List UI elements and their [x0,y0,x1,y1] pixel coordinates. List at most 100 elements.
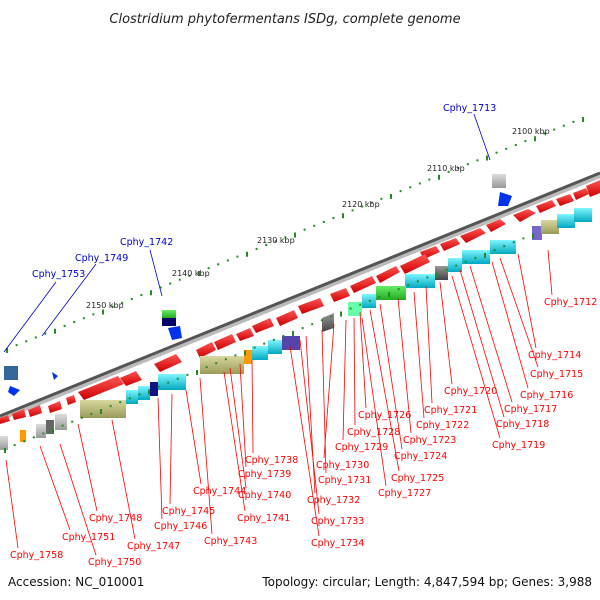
gene-label-cphy-1718[interactable]: Cphy_1718 [496,419,549,430]
scale-tick [303,228,306,231]
gene-label-cphy-1730[interactable]: Cphy_1730 [316,460,369,471]
gene-label-cphy-1729[interactable]: Cphy_1729 [335,442,388,453]
gene-label-cphy-1726[interactable]: Cphy_1726 [358,410,411,421]
gene-label-cphy-1733[interactable]: Cphy_1733 [311,516,364,527]
gene-label-cphy-1740[interactable]: Cphy_1740 [238,490,291,501]
tick-label-2130: 2130 kbp [257,236,295,245]
gene-label-cphy-1746[interactable]: Cphy_1746 [154,521,207,532]
gene-arrow [236,328,254,341]
scale-tick [102,309,104,315]
leader-line [469,265,513,403]
inner-tick [455,264,458,267]
scale-tick [553,128,556,131]
inner-tick [503,245,506,248]
leader-line [459,269,505,418]
tick-label-2150: 2150 kbp [86,301,124,310]
scale-tick [572,120,575,123]
gene-arrow [12,409,26,420]
leader-line [379,303,403,450]
gene-label-cphy-1749[interactable]: Cphy_1749 [75,253,128,264]
scale-tick [361,205,364,208]
gene-label-cphy-1744[interactable]: Cphy_1744 [193,486,246,497]
gene-label-cphy-1745[interactable]: Cphy_1745 [162,506,215,517]
leader-line [547,249,553,296]
gene-label-cphy-1714[interactable]: Cphy_1714 [528,350,581,361]
gene-label-cphy-1720[interactable]: Cphy_1720 [444,386,497,397]
gene-label-cphy-1743[interactable]: Cphy_1743 [204,536,257,547]
gene-label-cphy-1732[interactable]: Cphy_1732 [307,495,360,506]
leader-line [451,275,501,439]
scale-tick [140,294,143,297]
scale-tick [351,209,354,212]
gene-label-cphy-1747[interactable]: Cphy_1747 [127,541,180,552]
gene-arrow [0,415,10,424]
inner-tick [196,370,198,375]
leader-line [5,459,19,549]
scale-tick [226,259,229,262]
leader-line [413,291,425,419]
gene-label-cphy-1715[interactable]: Cphy_1715 [530,369,583,380]
scale-tick [313,224,316,227]
genome-backbone [0,171,600,421]
gene-label-cphy-1742[interactable]: Cphy_1742 [120,237,173,248]
gene-arrow [486,219,506,232]
gene-label-cphy-1731[interactable]: Cphy_1731 [318,475,371,486]
inner-tick [407,284,410,287]
gene-label-cphy-1734[interactable]: Cphy_1734 [311,538,364,549]
scale-tick [265,244,268,247]
gene-label-cphy-1758[interactable]: Cphy_1758 [10,550,63,561]
inner-tick [32,436,35,439]
gene-label-cphy-1712[interactable]: Cphy_1712 [544,297,597,308]
gene-label-cphy-1719[interactable]: Cphy_1719 [492,440,545,451]
leader-line [342,319,347,441]
scale-labels: 2100 kbp 2110 kbp 2120 kbp 2130 kbp 2140… [86,127,550,310]
gene-label-cphy-1753[interactable]: Cphy_1753 [32,269,85,280]
gene-label-cphy-1721[interactable]: Cphy_1721 [424,405,477,416]
gene-label-cphy-1750[interactable]: Cphy_1750 [88,557,141,568]
scale-tick [505,147,508,150]
scale-tick [63,324,66,327]
inner-tick [100,409,102,414]
leader-line [361,317,387,487]
gene-label-cphy-1748[interactable]: Cphy_1748 [89,513,142,524]
gene-label-cphy-1739[interactable]: Cphy_1739 [238,469,291,480]
scale-tick [274,240,277,243]
gene-label-cphy-1713[interactable]: Cphy_1713 [443,103,496,114]
gene-label-cphy-1727[interactable]: Cphy_1727 [378,488,431,499]
scale-tick [150,290,152,296]
leader-line [157,397,163,520]
leader-line [305,335,316,494]
scale-tick [236,255,239,258]
gene-arrow [322,313,334,332]
tick-label-2110: 2110 kbp [427,164,465,173]
leader-line [323,323,335,459]
scale-tick [476,159,479,162]
inner-tick [330,315,333,318]
inner-tick [215,362,218,365]
gene-label-cphy-1723[interactable]: Cphy_1723 [403,435,456,446]
gene-label-cphy-1724[interactable]: Cphy_1724 [394,451,447,462]
gene-label-cphy-1725[interactable]: Cphy_1725 [391,473,444,484]
scale-tick [342,213,344,219]
gene-label-cphy-1717[interactable]: Cphy_1717 [504,404,557,415]
scale-tick [207,267,210,270]
gene-label-cphy-1751[interactable]: Cphy_1751 [62,532,115,543]
inner-tick [474,256,477,259]
gene-label-cphy-1741[interactable]: Cphy_1741 [237,513,290,524]
gene-arrow [48,401,62,413]
scale-tick [438,174,440,180]
gene-label-cphy-1738[interactable]: Cphy_1738 [245,455,298,466]
scale-tick [44,332,47,335]
gene-label-cphy-1728[interactable]: Cphy_1728 [347,427,400,438]
gene-label-cphy-1722[interactable]: Cphy_1722 [416,420,469,431]
leader-line [353,317,356,426]
inner-tick [253,346,256,349]
leader-lines-blue [3,113,491,353]
scale-tick [15,344,18,347]
scale-tick [188,274,191,277]
gene-label-cphy-1716[interactable]: Cphy_1716 [520,390,573,401]
gene-arrow [536,200,556,213]
gene-arrow [586,180,600,197]
leader-line [169,393,173,505]
